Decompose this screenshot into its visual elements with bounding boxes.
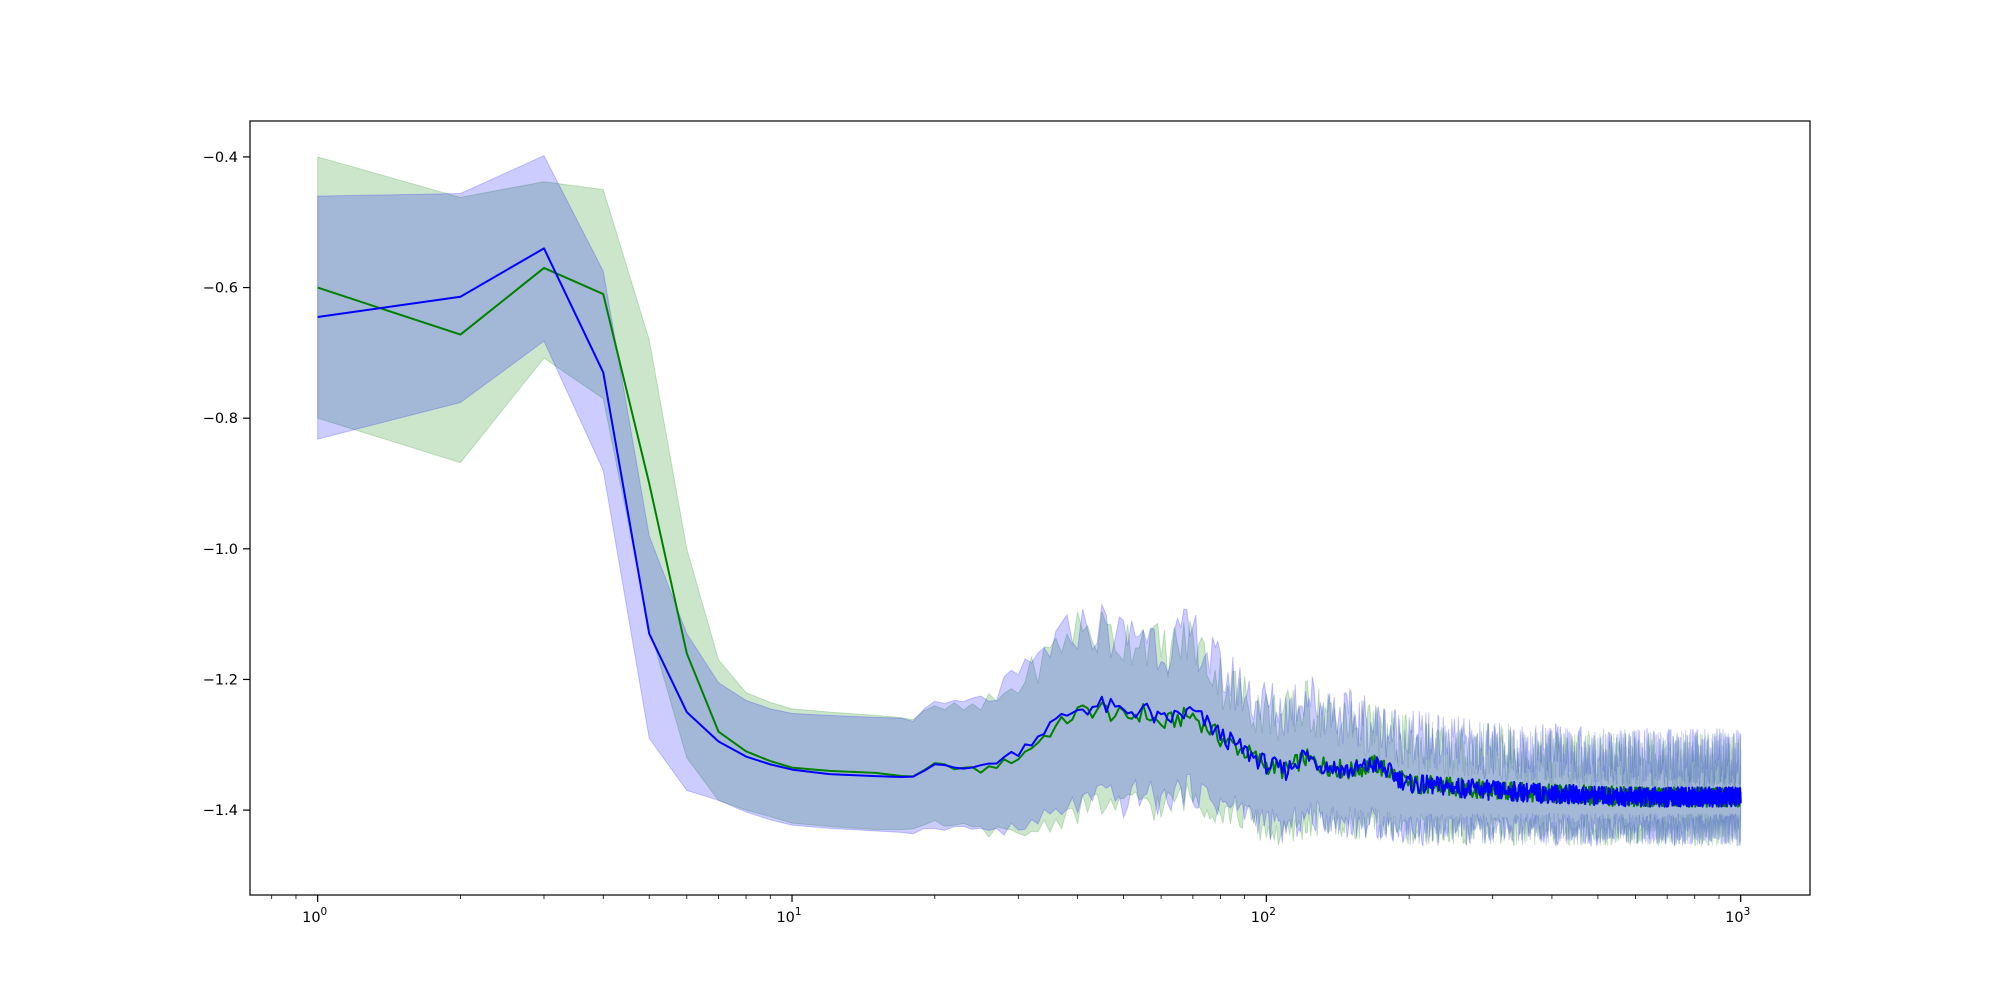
x-tick-label: 102	[1251, 906, 1276, 926]
confidence-band-2	[317, 154, 1742, 848]
confidence-band-1	[317, 156, 1742, 847]
y-tick-label: −1.0	[203, 542, 238, 558]
y-tick-label: −1.4	[203, 803, 238, 819]
x-tick-label: 100	[302, 906, 327, 926]
y-tick-label: −0.6	[203, 281, 238, 297]
axes: −0.4 −0.6 −0.8 −1.0 −1.2 −1.4 100 101 102 103	[203, 120, 1811, 926]
series-lines	[317, 247, 1742, 808]
plot-frame	[249, 120, 1811, 896]
y-tick-label: −1.2	[203, 672, 238, 688]
x-tick-label: 103	[1725, 906, 1750, 926]
y-tick-label: −0.4	[203, 150, 238, 166]
series-line-2	[317, 247, 1742, 808]
x-tick-label: 101	[776, 906, 801, 926]
y-tick-label: −0.8	[203, 411, 238, 427]
confidence-bands	[317, 154, 1742, 848]
